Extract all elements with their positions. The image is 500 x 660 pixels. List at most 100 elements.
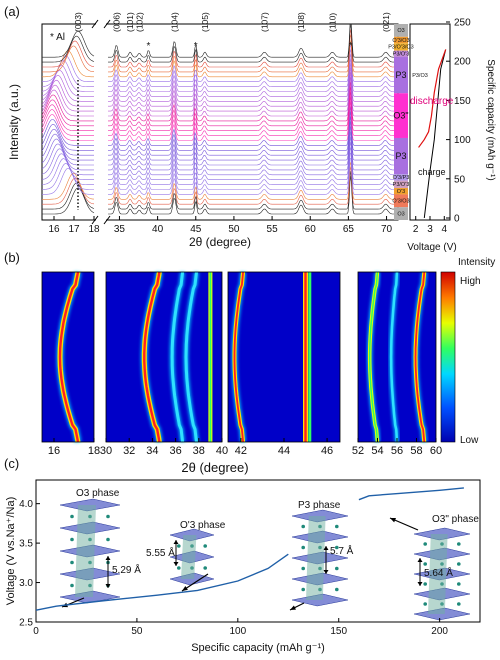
xrd-pattern [42,53,398,92]
crystal-structure [291,509,349,607]
xrd-pattern [42,131,398,171]
heatmap-core [171,271,184,443]
phase-label: O'3/O3 [392,38,409,44]
heatmap-frame [105,271,223,443]
xrd-pattern [42,49,398,87]
op3-phase-label: O'3 phase [180,520,226,531]
heatmap-x-tick-label: 56 [391,445,403,457]
heatmap-x-tick-label: 40 [216,445,228,457]
xrd-pattern [42,136,398,176]
phase-band [394,36,408,44]
x-tick-label: 60 [305,224,317,235]
colorbar [440,271,456,443]
xrd-pattern [42,44,398,83]
peak-label: (104) [169,12,179,32]
phase-band [394,188,408,195]
p3-phase-label: P3 phase [298,500,341,511]
phase-band [394,207,408,220]
panel-c-xlabel: Specific capacity (mAh g⁻¹) [191,642,325,654]
sodium-atom [423,562,428,566]
o3-phase-label: O3 phase [76,488,120,499]
sodium-atom [335,524,339,529]
sodium-atom [106,537,110,542]
c-x-tick-label: 100 [229,626,246,637]
phase-band [394,180,408,189]
phase-label: P3 [395,151,406,161]
xrd-pattern [42,141,398,181]
capacity-tick-label: 100 [454,135,471,146]
capacity-tick-label: 200 [454,57,471,68]
phase-band [394,174,408,181]
panel-a-axes: 16 17 18 35 40 45 50 55 60 65 70(003) (006) (101) (10… [48,12,392,235]
sodium-atom [457,562,461,566]
phase-band [394,24,408,37]
voltage-xlabel: Voltage (V) [407,242,456,253]
heatmap-x-tick-label: 32 [123,445,135,457]
panel-c: 0 50 100 150 200 2.5 3.0 3.5 4.0 Voltage (V vs.N… [5,479,481,654]
arrow-head [173,540,179,544]
xrd-pattern [42,29,398,68]
arrow-head [105,556,111,560]
c-y-tick-label: 4.0 [19,499,33,510]
crystal-slab [428,534,448,614]
sodium-atom [335,587,339,592]
c-x-tick-label: 0 [33,626,39,637]
phase-bar: O3O'3/O3P3/O'3/O3P3/O'3P3O3"P3O'3/P3P3/O… [388,24,428,220]
x-tick-label: 70 [381,224,393,235]
phase-label: O3" [393,111,408,121]
al-peak-marker: * [194,41,198,52]
sodium-atom [301,524,306,529]
x-tick-label: 40 [152,224,164,235]
heatmap-x-tick-label: 18 [88,445,100,457]
panel-b-xlabel: 2θ (degree) [181,460,248,475]
heatmap-segment: 52 54 56 58 60 [352,271,442,457]
crystal-slab [306,516,326,600]
peak-label: (102) [134,12,144,32]
capacity-tick-label: 50 [454,174,466,185]
crystal-structure [169,528,215,586]
heatmap-core [185,271,198,443]
arrow-head [323,546,329,550]
discharge-label: discharge [410,96,454,107]
phase-label: O3 [397,28,404,34]
sodium-atom [203,566,207,570]
phase-side-label: P3/O3 [412,73,428,79]
x-tick-label: 16 [48,224,60,235]
heatmap-background [106,272,222,442]
arrow-head [323,570,329,574]
panel-b-label: (b) [4,250,20,265]
phase-band [394,137,408,175]
al-peak-marker: * [146,41,150,52]
phase-label: O'3/P3 [393,175,410,181]
phase-label: O'3 [397,189,405,195]
phase-band [394,57,408,94]
panel-a-xlabel: 2θ (degree) [189,235,251,249]
axis-break-mark [91,19,99,29]
phase-label: P3/O'3 [393,52,410,58]
heatmap-segment: 30 32 34 36 38 40 [100,271,228,457]
x-tick-label: 65 [343,224,355,235]
voltage-ylabel: Specific capacity (mAh g⁻¹) [485,59,496,180]
sodium-atom [70,560,74,565]
phase-label: P3/O'3 [393,182,410,188]
xrd-pattern [42,58,398,97]
pointer-arrow-head [182,586,188,591]
capacity-tick-label: 0 [454,214,460,225]
voltage-curve [35,487,464,611]
capacity-tick-label: 150 [454,96,471,107]
colorbar-title: Intensity [458,257,495,268]
voltage-x-tick-label: 2 [413,224,419,235]
c-x-tick-label: 50 [131,626,143,637]
axis-break-mark [103,215,111,225]
voltage-series-line [358,487,464,501]
heatmap-segment: 42 44 46 [227,271,341,457]
x-tick-label: 35 [114,224,126,235]
crystal-structures [59,498,471,621]
xrd-pattern [42,175,398,215]
panel-b: 16 18 30 32 34 36 38 40 42 44 46 52 54 56 58 60 2θ (deg… [41,257,495,475]
heatmap-x-tick-label: 46 [321,445,333,457]
axis-break-gap [96,20,106,224]
p3-distance: 5.7 Å [330,544,354,557]
c-y-tick-label: 2.5 [19,618,33,629]
axis-break-mark [103,19,111,29]
